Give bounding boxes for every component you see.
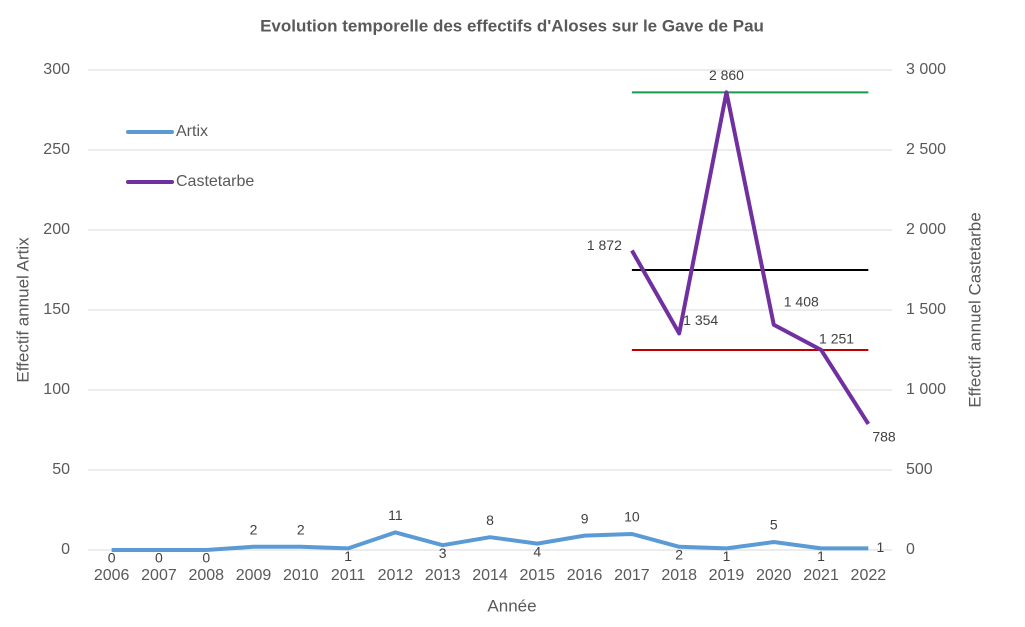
data-label: 1 [817, 548, 825, 564]
data-label: 3 [439, 545, 447, 561]
x-axis-title: Année [487, 596, 536, 615]
x-tick-label: 2007 [141, 567, 177, 584]
x-tick-label: 2008 [188, 567, 224, 584]
y2-tick-label: 2 500 [906, 141, 946, 158]
data-label: 1 [723, 548, 731, 564]
x-tick-label: 2020 [756, 567, 792, 584]
data-label: 11 [388, 507, 403, 523]
y-tick-label: 100 [43, 381, 70, 398]
data-label: 1 [344, 548, 352, 564]
legend-label: Castetarbe [176, 173, 254, 190]
x-tick-label: 2018 [661, 567, 697, 584]
x-tick-label: 2021 [803, 567, 839, 584]
data-label: 1 872 [587, 237, 622, 253]
chart-title: Evolution temporelle des effectifs d'Alo… [260, 16, 764, 35]
data-label: 1 354 [683, 312, 718, 328]
data-label: 0 [108, 550, 116, 566]
y2-axis-title: Effectif annuel Castetarbe [965, 212, 984, 407]
y2-tick-label: 500 [906, 461, 933, 478]
data-label: 1 251 [819, 331, 854, 347]
y-tick-label: 200 [43, 221, 70, 238]
data-label: 0 [155, 550, 163, 566]
data-label: 1 [876, 539, 884, 555]
data-label: 2 [675, 547, 683, 563]
y-axis-title: Effectif annuel Artix [13, 237, 32, 383]
series-line [630, 90, 871, 425]
x-tick-label: 2017 [614, 567, 650, 584]
series-line [111, 530, 869, 552]
y2-tick-label: 1 000 [906, 381, 946, 398]
data-label: 788 [872, 429, 896, 445]
data-label: 5 [770, 517, 778, 533]
y2-tick-label: 1 500 [906, 301, 946, 318]
x-tick-label: 2012 [378, 567, 414, 584]
x-tick-label: 2016 [567, 567, 603, 584]
x-tick-label: 2019 [709, 567, 745, 584]
x-tick-label: 2022 [851, 567, 887, 584]
x-tick-label: 2010 [283, 567, 319, 584]
y-tick-label: 50 [52, 461, 70, 478]
data-label: 2 860 [709, 67, 744, 83]
x-tick-label: 2014 [472, 567, 508, 584]
y-tick-label: 300 [43, 61, 70, 78]
data-label: 2 [297, 522, 305, 538]
data-label: 4 [533, 543, 541, 559]
x-tick-label: 2006 [94, 567, 130, 584]
data-label: 8 [486, 512, 494, 528]
data-label: 1 408 [784, 293, 819, 309]
data-label: 2 [250, 522, 258, 538]
y-tick-label: 150 [43, 301, 70, 318]
y-tick-label: 0 [61, 541, 70, 558]
y-tick-label: 250 [43, 141, 70, 158]
x-tick-label: 2015 [519, 567, 555, 584]
data-label: 10 [624, 509, 640, 525]
x-tick-label: 2009 [236, 567, 272, 584]
x-tick-label: 2011 [331, 567, 366, 584]
data-label: 0 [202, 550, 210, 566]
y2-tick-label: 3 000 [906, 61, 946, 78]
y2-tick-label: 0 [906, 541, 915, 558]
x-tick-label: 2013 [425, 567, 461, 584]
legend-label: Artix [176, 123, 208, 140]
y2-tick-label: 2 000 [906, 221, 946, 238]
data-label: 9 [581, 510, 589, 526]
